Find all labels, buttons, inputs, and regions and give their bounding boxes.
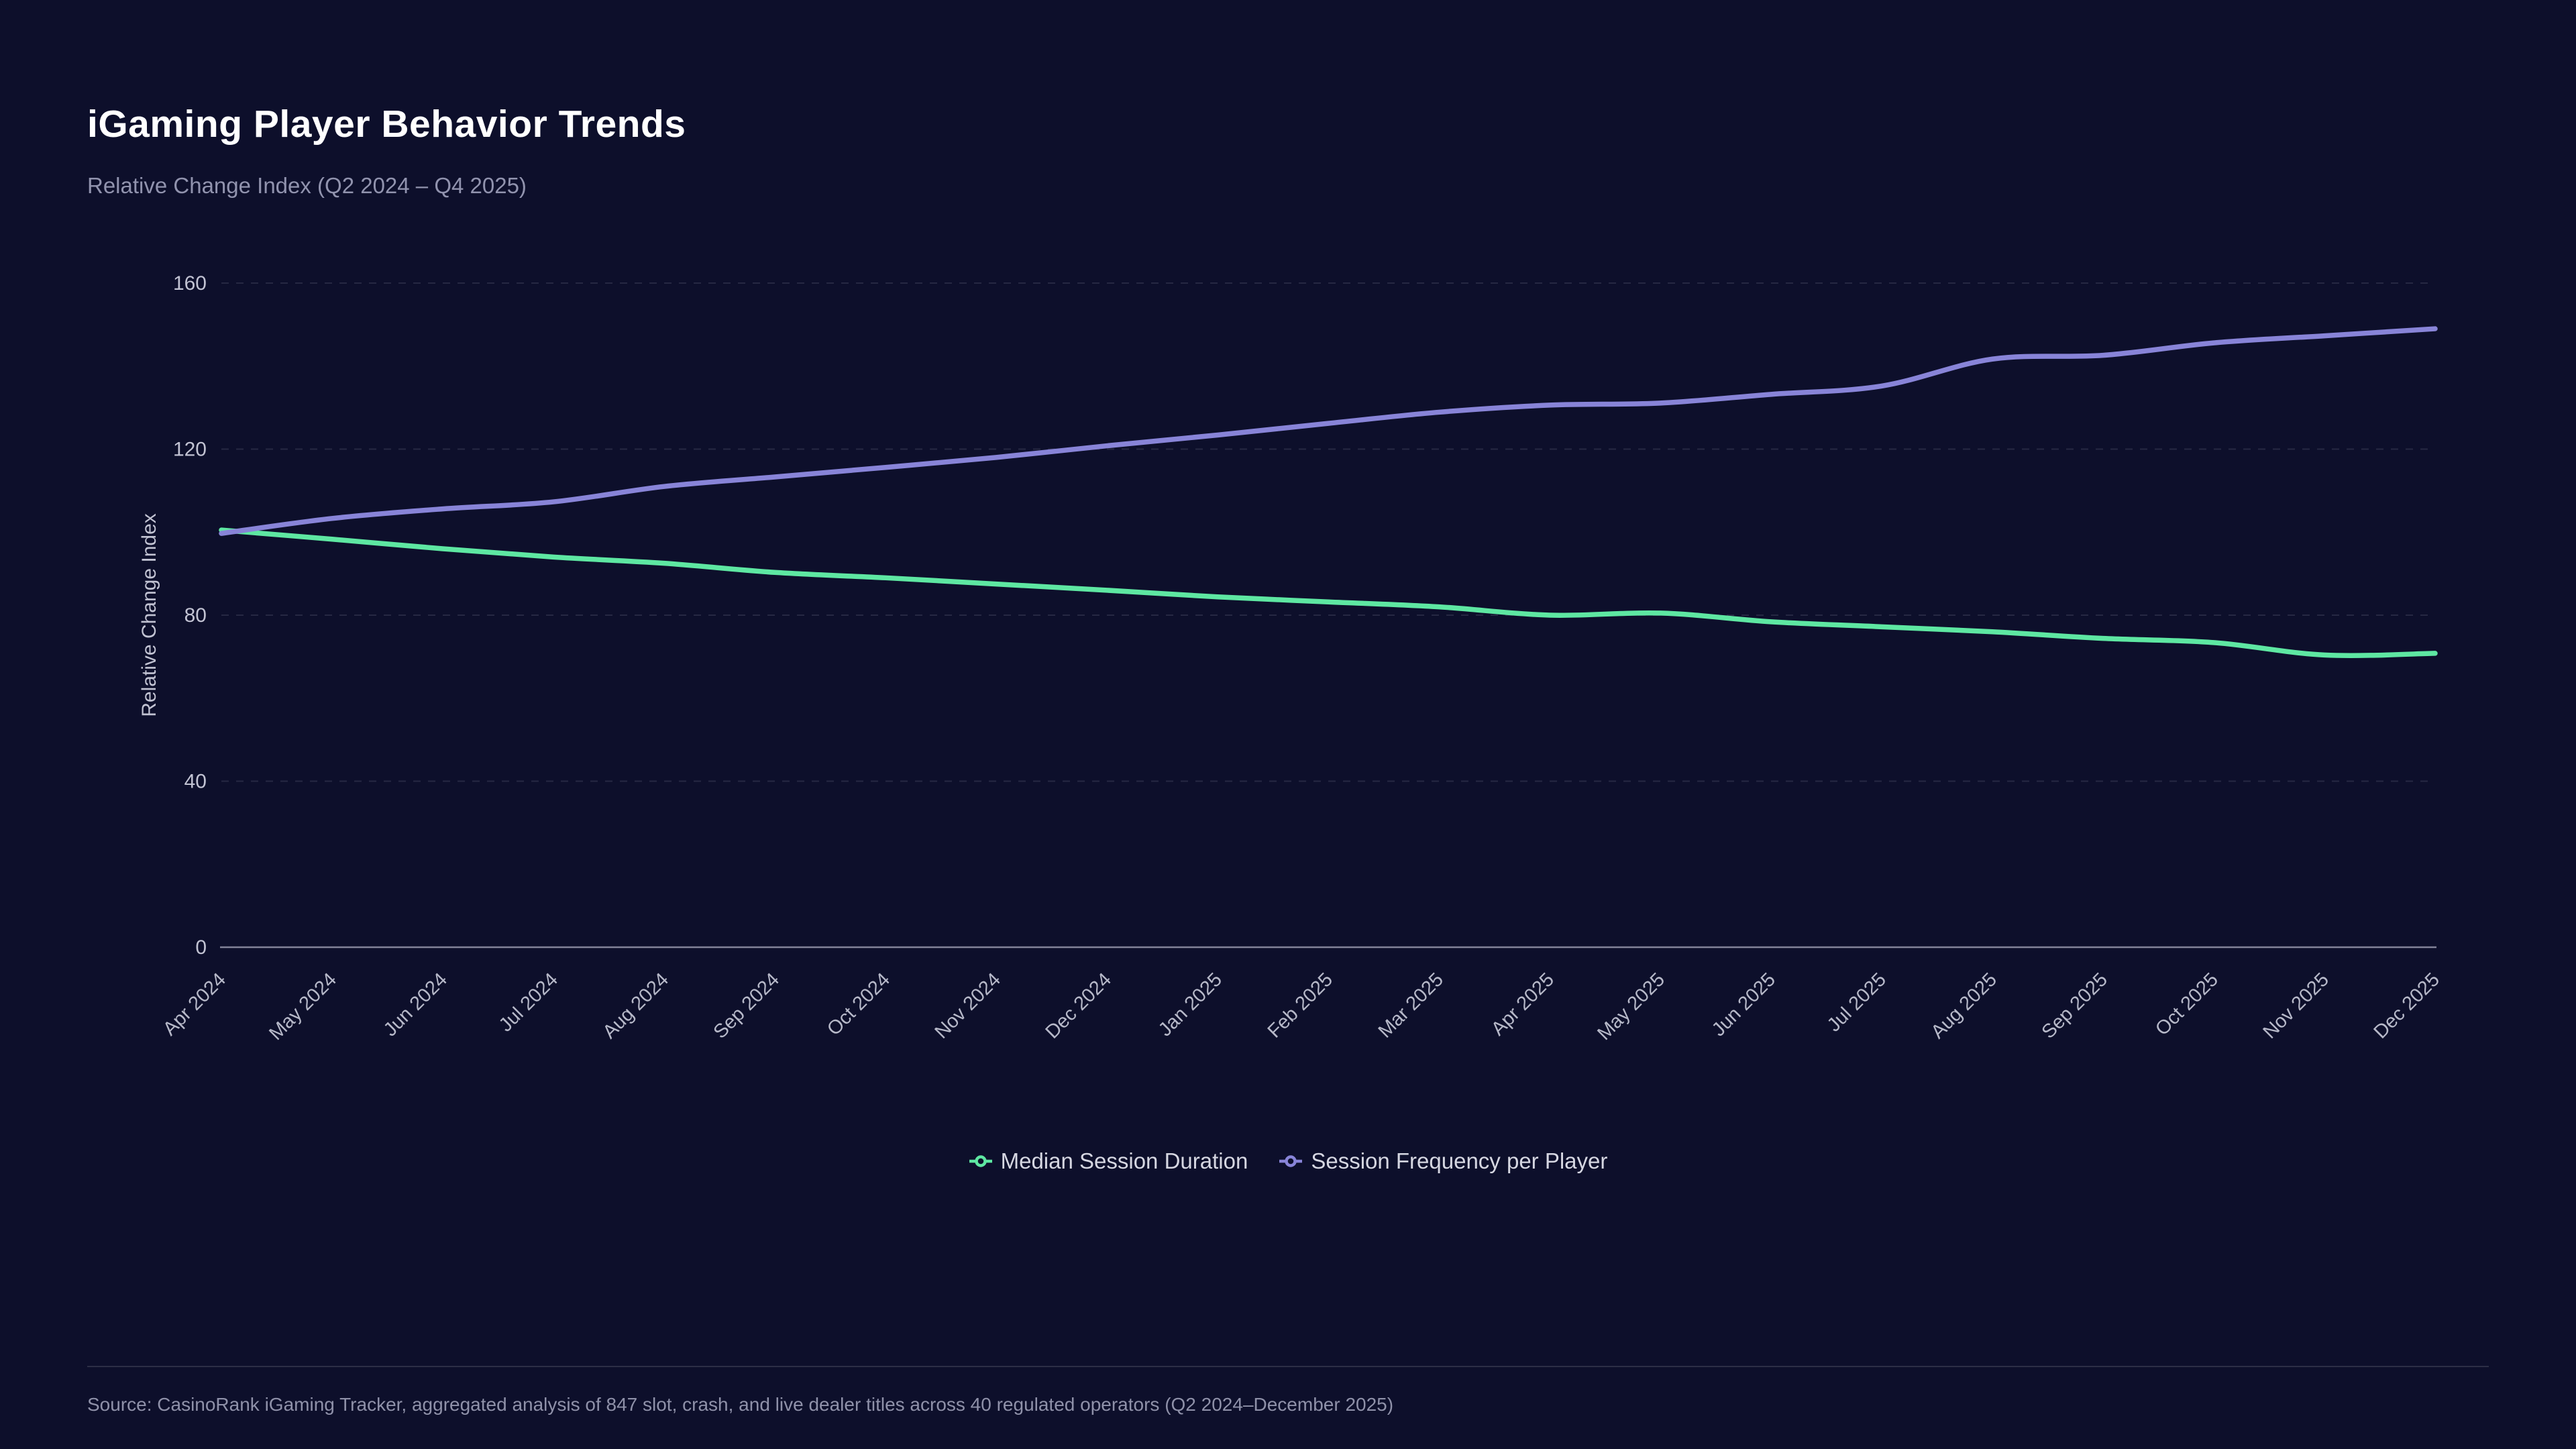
x-tick-label: Dec 2025 bbox=[2370, 969, 2444, 1042]
x-tick-label: Dec 2024 bbox=[1042, 969, 1116, 1042]
legend-label: Median Session Duration bbox=[1000, 1148, 1248, 1173]
x-tick-label: Jan 2025 bbox=[1155, 969, 1226, 1040]
x-tick-label: Aug 2024 bbox=[599, 969, 673, 1042]
x-tick-label: Oct 2025 bbox=[2151, 969, 2222, 1040]
x-tick-label: Jun 2025 bbox=[1708, 969, 1780, 1040]
x-tick-label: Nov 2024 bbox=[931, 969, 1005, 1042]
page-subtitle: Relative Change Index (Q2 2024 – Q4 2025… bbox=[87, 173, 527, 198]
x-tick-label: Sep 2024 bbox=[710, 969, 784, 1042]
y-tick-label: 0 bbox=[195, 936, 207, 959]
y-tick-label: 40 bbox=[184, 771, 207, 793]
line-series-icon bbox=[1279, 1155, 1303, 1167]
x-tick-label: May 2025 bbox=[1593, 969, 1669, 1044]
series-line-median-session-duration bbox=[219, 527, 2438, 658]
y-tick-label: 160 bbox=[173, 272, 207, 294]
y-tick-label: 120 bbox=[173, 439, 207, 461]
line-series-icon bbox=[969, 1155, 992, 1167]
x-tick-label: May 2024 bbox=[265, 969, 341, 1044]
source-note: Source: CasinoRank iGaming Tracker, aggr… bbox=[87, 1394, 1394, 1415]
x-tick-label: Feb 2025 bbox=[1264, 969, 1337, 1042]
y-tick-label: 80 bbox=[184, 604, 207, 627]
x-tick-label: Jun 2024 bbox=[380, 969, 451, 1040]
x-tick-label: Aug 2025 bbox=[1927, 969, 2001, 1042]
x-tick-label: Jul 2025 bbox=[1823, 969, 1890, 1036]
series-line-session-frequency-per-player bbox=[219, 326, 2438, 536]
x-tick-label: Mar 2025 bbox=[1375, 969, 1448, 1042]
chart-legend: Median Session Duration Session Frequenc… bbox=[0, 1148, 2576, 1174]
x-tick-label: Apr 2025 bbox=[1487, 969, 1558, 1040]
x-tick-label: Jul 2024 bbox=[495, 969, 562, 1036]
legend-label: Session Frequency per Player bbox=[1311, 1148, 1608, 1173]
x-tick-label: Apr 2024 bbox=[159, 969, 230, 1040]
x-tick-label: Oct 2024 bbox=[823, 969, 894, 1040]
y-axis-title: Relative Change Index bbox=[138, 513, 160, 717]
legend-item-median-session-duration[interactable]: Median Session Duration bbox=[969, 1148, 1248, 1174]
legend-item-session-frequency[interactable]: Session Frequency per Player bbox=[1279, 1148, 1607, 1174]
x-tick-label: Nov 2025 bbox=[2259, 969, 2333, 1042]
footer-divider bbox=[87, 1366, 2489, 1367]
page-title: iGaming Player Behavior Trends bbox=[87, 103, 686, 146]
x-tick-label: Sep 2025 bbox=[2038, 969, 2112, 1042]
